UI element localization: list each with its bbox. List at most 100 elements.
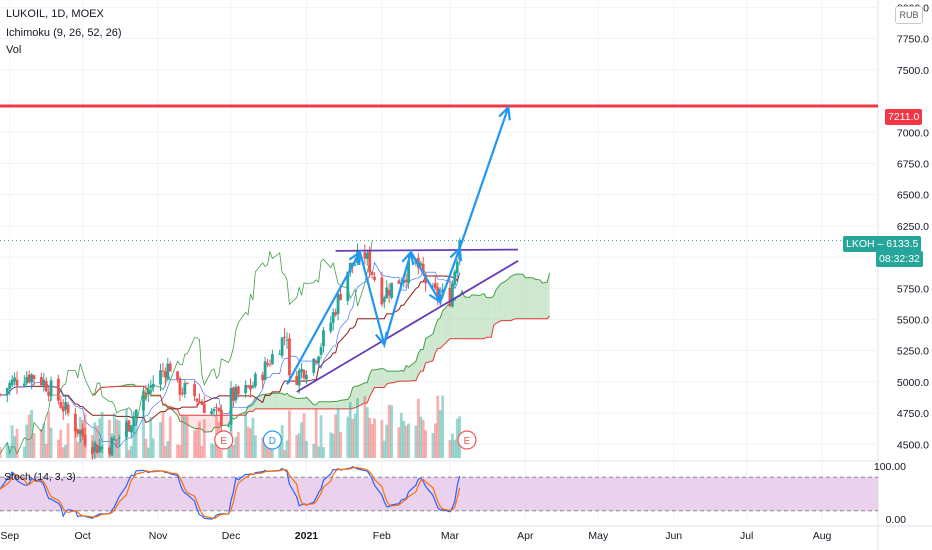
volume-bar bbox=[450, 433, 454, 458]
candle-body bbox=[455, 261, 459, 274]
ichimoku-cloud-segment bbox=[252, 397, 256, 412]
y-tick-label: 6250.0 bbox=[897, 221, 929, 233]
ichimoku-cloud-segment bbox=[501, 282, 504, 321]
volume-bar bbox=[407, 423, 410, 458]
candle-body bbox=[66, 404, 70, 414]
ichimoku-cloud-segment bbox=[508, 276, 511, 321]
volume-bar bbox=[232, 444, 235, 458]
candle-body bbox=[390, 282, 393, 298]
volume-bar bbox=[198, 421, 201, 458]
candle-body bbox=[193, 384, 196, 397]
ichimoku-cloud-segment bbox=[389, 371, 392, 384]
volume-bar bbox=[47, 411, 51, 458]
candle-body bbox=[334, 312, 338, 315]
volume-bar bbox=[56, 439, 60, 458]
candle-body bbox=[30, 374, 34, 383]
candle-body bbox=[353, 264, 357, 266]
ichimoku-cloud-segment bbox=[304, 397, 307, 409]
candle-body bbox=[91, 447, 94, 454]
ichimoku-cloud-segment bbox=[425, 333, 433, 364]
volume-bar bbox=[100, 411, 104, 458]
ichimoku-cloud-segment bbox=[282, 393, 285, 409]
y-tick-label: 5250.0 bbox=[897, 346, 929, 358]
candle-body bbox=[317, 356, 321, 364]
ichimoku-cloud-segment bbox=[471, 294, 477, 339]
ichimoku-cloud-segment bbox=[479, 293, 484, 339]
candle-body bbox=[215, 406, 218, 408]
ichimoku-cloud-segment bbox=[496, 283, 502, 324]
stoch-d-line bbox=[0, 466, 461, 520]
volume-bar bbox=[13, 436, 16, 458]
candle-body bbox=[166, 363, 170, 380]
event-marker bbox=[262, 430, 282, 450]
volume-bar bbox=[185, 416, 189, 458]
candle-body bbox=[234, 386, 238, 401]
x-tick-label: Mar bbox=[441, 530, 460, 542]
volume-bar bbox=[436, 395, 440, 458]
stoch-legend: Stoch (14, 3, 3) bbox=[4, 471, 76, 483]
volume-bar bbox=[64, 444, 68, 458]
candle-body bbox=[244, 384, 248, 394]
y-tick-label: 7750.0 bbox=[897, 34, 929, 46]
ichimoku-cloud-segment bbox=[391, 371, 399, 384]
candle-body bbox=[407, 261, 410, 283]
ichimoku-cloud-segment bbox=[406, 365, 409, 382]
volume-bar bbox=[219, 449, 223, 458]
ichimoku-cloud-segment bbox=[269, 393, 273, 409]
volume-bar bbox=[183, 416, 187, 458]
x-tick-label: 2021 bbox=[295, 530, 319, 542]
volume-bar bbox=[453, 439, 457, 458]
ichimoku-cloud-segment bbox=[265, 394, 268, 409]
ichimoku-cloud-segment bbox=[355, 386, 358, 408]
ichimoku-legend: Ichimoku (9, 26, 52, 26) bbox=[6, 27, 122, 39]
candle-body bbox=[202, 403, 206, 413]
candle-body bbox=[15, 379, 19, 386]
ichimoku-cloud-segment bbox=[418, 349, 421, 375]
volume-bar bbox=[312, 443, 316, 458]
candle-body bbox=[183, 383, 187, 395]
ichimoku-cloud-segment bbox=[454, 296, 458, 339]
x-tick-label: Dec bbox=[222, 530, 241, 542]
candle-body bbox=[178, 378, 182, 395]
ichimoku-cloud-segment bbox=[333, 401, 336, 409]
candle-body bbox=[142, 394, 145, 411]
x-tick-label: Aug bbox=[813, 530, 832, 542]
candle-body bbox=[448, 287, 452, 307]
ichimoku-cloud-segment bbox=[369, 369, 373, 397]
candle-body bbox=[129, 425, 133, 433]
ichimoku-cloud-segment bbox=[313, 404, 317, 409]
candle-body bbox=[263, 361, 267, 380]
volume-bar bbox=[44, 443, 48, 458]
ichimoku-cloud-segment bbox=[464, 296, 470, 339]
candle-body bbox=[39, 377, 43, 386]
candle-body bbox=[42, 379, 46, 386]
candle-body bbox=[98, 446, 102, 452]
volume-bar bbox=[419, 416, 423, 458]
candle-body bbox=[13, 377, 16, 382]
candle-body bbox=[168, 363, 172, 372]
volume-bar bbox=[365, 407, 369, 458]
last-price-tag: LKOH – 6133.5 bbox=[843, 236, 922, 252]
currency-badge[interactable]: RUB bbox=[895, 6, 923, 24]
ichimoku-cloud-segment bbox=[177, 409, 180, 422]
ichimoku-cloud-segment bbox=[296, 398, 300, 409]
volume-bar bbox=[159, 422, 162, 458]
x-tick-label: Nov bbox=[149, 530, 168, 542]
volume-bar bbox=[390, 405, 393, 458]
candle-body bbox=[181, 392, 184, 394]
volume-bar bbox=[448, 440, 452, 458]
candle-body bbox=[261, 374, 265, 381]
ichimoku-cloud-segment bbox=[522, 274, 526, 319]
candle-body bbox=[380, 277, 384, 305]
volume-bar bbox=[334, 414, 338, 458]
volume-bar bbox=[115, 419, 119, 458]
volume-bar bbox=[61, 447, 65, 458]
candle-body bbox=[81, 428, 85, 437]
volume-bar bbox=[295, 435, 299, 458]
y-tick-label: 6500.0 bbox=[897, 190, 929, 202]
candle-body bbox=[73, 413, 77, 432]
candle-body bbox=[431, 285, 435, 287]
arrow-head bbox=[498, 104, 511, 121]
candle-body bbox=[232, 387, 235, 401]
